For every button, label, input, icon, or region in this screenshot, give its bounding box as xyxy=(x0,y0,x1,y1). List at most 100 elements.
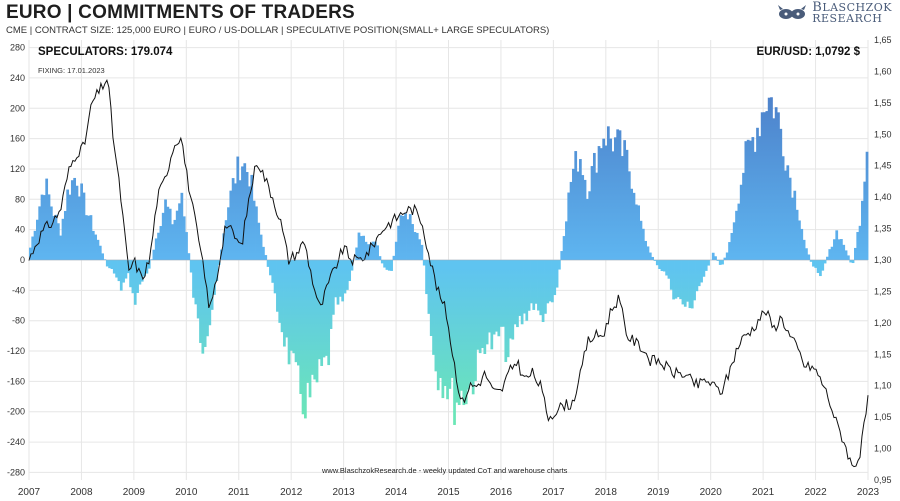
speculators-bar xyxy=(462,260,466,406)
x-tick-label: 2011 xyxy=(228,487,250,498)
speculators-bar xyxy=(637,205,640,260)
left-tick-label: 160 xyxy=(10,134,25,144)
x-tick-label: 2022 xyxy=(804,487,827,498)
speculators-bar xyxy=(331,260,335,315)
speculators-bar xyxy=(627,171,631,260)
brand-initial: B xyxy=(812,0,823,15)
speculators-bar xyxy=(702,260,706,277)
speculators-bar xyxy=(341,260,345,302)
speculators-bar xyxy=(567,192,571,260)
speculators-bar xyxy=(317,260,321,360)
right-tick-label: 1,30 xyxy=(874,255,892,265)
speculators-bar xyxy=(530,260,533,304)
speculators-bar xyxy=(94,234,97,260)
speculators-bar xyxy=(488,260,491,333)
speculators-bar xyxy=(380,260,384,264)
right-tick-label: 1,65 xyxy=(874,35,892,45)
speculators-bar xyxy=(115,260,118,278)
right-tick-label: 1,45 xyxy=(874,161,892,171)
right-tick-label: 1,25 xyxy=(874,286,892,296)
speculators-bar xyxy=(248,186,251,260)
speculators-bar xyxy=(324,260,328,356)
speculators-bar xyxy=(532,260,536,310)
speculators-bar xyxy=(150,259,153,260)
left-tick-label: -240 xyxy=(7,437,25,447)
speculators-bar xyxy=(588,191,592,260)
speculators-bar xyxy=(474,260,477,382)
speculators-bar xyxy=(753,151,757,260)
right-tick-label: 1,20 xyxy=(874,318,892,328)
speculators-bar xyxy=(82,192,86,260)
speculators-bar xyxy=(173,219,177,260)
speculators-bar xyxy=(676,260,680,298)
speculators-bar xyxy=(704,260,708,271)
speculators-bar xyxy=(742,172,745,260)
speculators-bar xyxy=(408,214,412,260)
speculators-bar xyxy=(383,260,386,268)
speculators-bar xyxy=(280,260,284,333)
brand-logo: BLASCHZOK RESEARCH xyxy=(777,0,892,24)
speculators-bar xyxy=(441,260,445,399)
speculators-bar xyxy=(497,260,501,337)
speculators-bar xyxy=(632,192,636,260)
speculators-bar xyxy=(616,129,620,260)
speculators-bar xyxy=(192,260,195,298)
x-tick-label: 2014 xyxy=(385,487,408,498)
speculators-bar xyxy=(187,253,191,260)
speculators-bar xyxy=(61,218,65,260)
speculators-bar xyxy=(80,183,83,260)
speculators-bar xyxy=(210,260,214,310)
speculators-bar xyxy=(238,180,242,260)
speculators-bar xyxy=(767,97,771,260)
speculators-bar xyxy=(653,260,657,261)
speculators-bar xyxy=(264,255,268,260)
speculators-bar xyxy=(54,214,58,260)
speculators-bar xyxy=(513,260,517,325)
speculators-bar xyxy=(560,251,564,260)
speculators-bar xyxy=(122,260,125,283)
speculators-bar xyxy=(297,260,300,366)
speculators-bar xyxy=(718,260,722,265)
speculators-bar xyxy=(185,232,188,260)
speculators-bar xyxy=(70,180,74,260)
speculators-bar xyxy=(697,260,701,287)
left-tick-label: -200 xyxy=(7,407,25,417)
speculators-bar xyxy=(758,136,762,260)
speculators-bar xyxy=(77,196,81,260)
left-tick-label: 120 xyxy=(10,164,25,174)
speculators-bar xyxy=(215,260,219,281)
speculators-bar xyxy=(826,256,829,260)
speculators-bar xyxy=(259,234,263,260)
speculators-bar xyxy=(133,260,137,305)
speculators-bar xyxy=(138,260,142,285)
speculators-bar xyxy=(429,260,433,336)
speculators-bar xyxy=(756,127,759,260)
speculators-bar xyxy=(87,215,90,260)
speculators-bar xyxy=(460,260,463,391)
speculators-bar xyxy=(387,260,391,271)
left-tick-label: 240 xyxy=(10,73,25,83)
speculators-bar xyxy=(203,260,207,347)
x-tick-label: 2007 xyxy=(18,487,41,498)
speculators-bar xyxy=(250,174,254,260)
speculators-bar xyxy=(546,260,550,304)
speculators-bar xyxy=(329,260,333,329)
speculators-bar xyxy=(565,221,568,260)
speculators-bar xyxy=(714,256,717,260)
speculators-bar xyxy=(63,210,67,260)
axes: 280 240 200 160 120 80 40 0 -40 -80 -120 -160 -200 -2… xyxy=(7,35,892,498)
speculators-bar xyxy=(791,197,794,260)
speculators-bar xyxy=(175,210,179,260)
x-tick-label: 2018 xyxy=(595,487,618,498)
speculators-bar xyxy=(269,260,272,276)
right-tick-label: 1,60 xyxy=(874,66,892,76)
speculators-bar xyxy=(96,239,100,260)
speculators-bar xyxy=(98,245,102,260)
speculators-bar xyxy=(194,260,198,305)
speculators-bar xyxy=(420,244,424,260)
speculators-bar xyxy=(376,245,379,260)
speculators-bar xyxy=(201,260,205,354)
speculators-bar xyxy=(592,152,596,260)
speculators-bar xyxy=(222,233,226,260)
speculators-bar xyxy=(159,226,163,260)
